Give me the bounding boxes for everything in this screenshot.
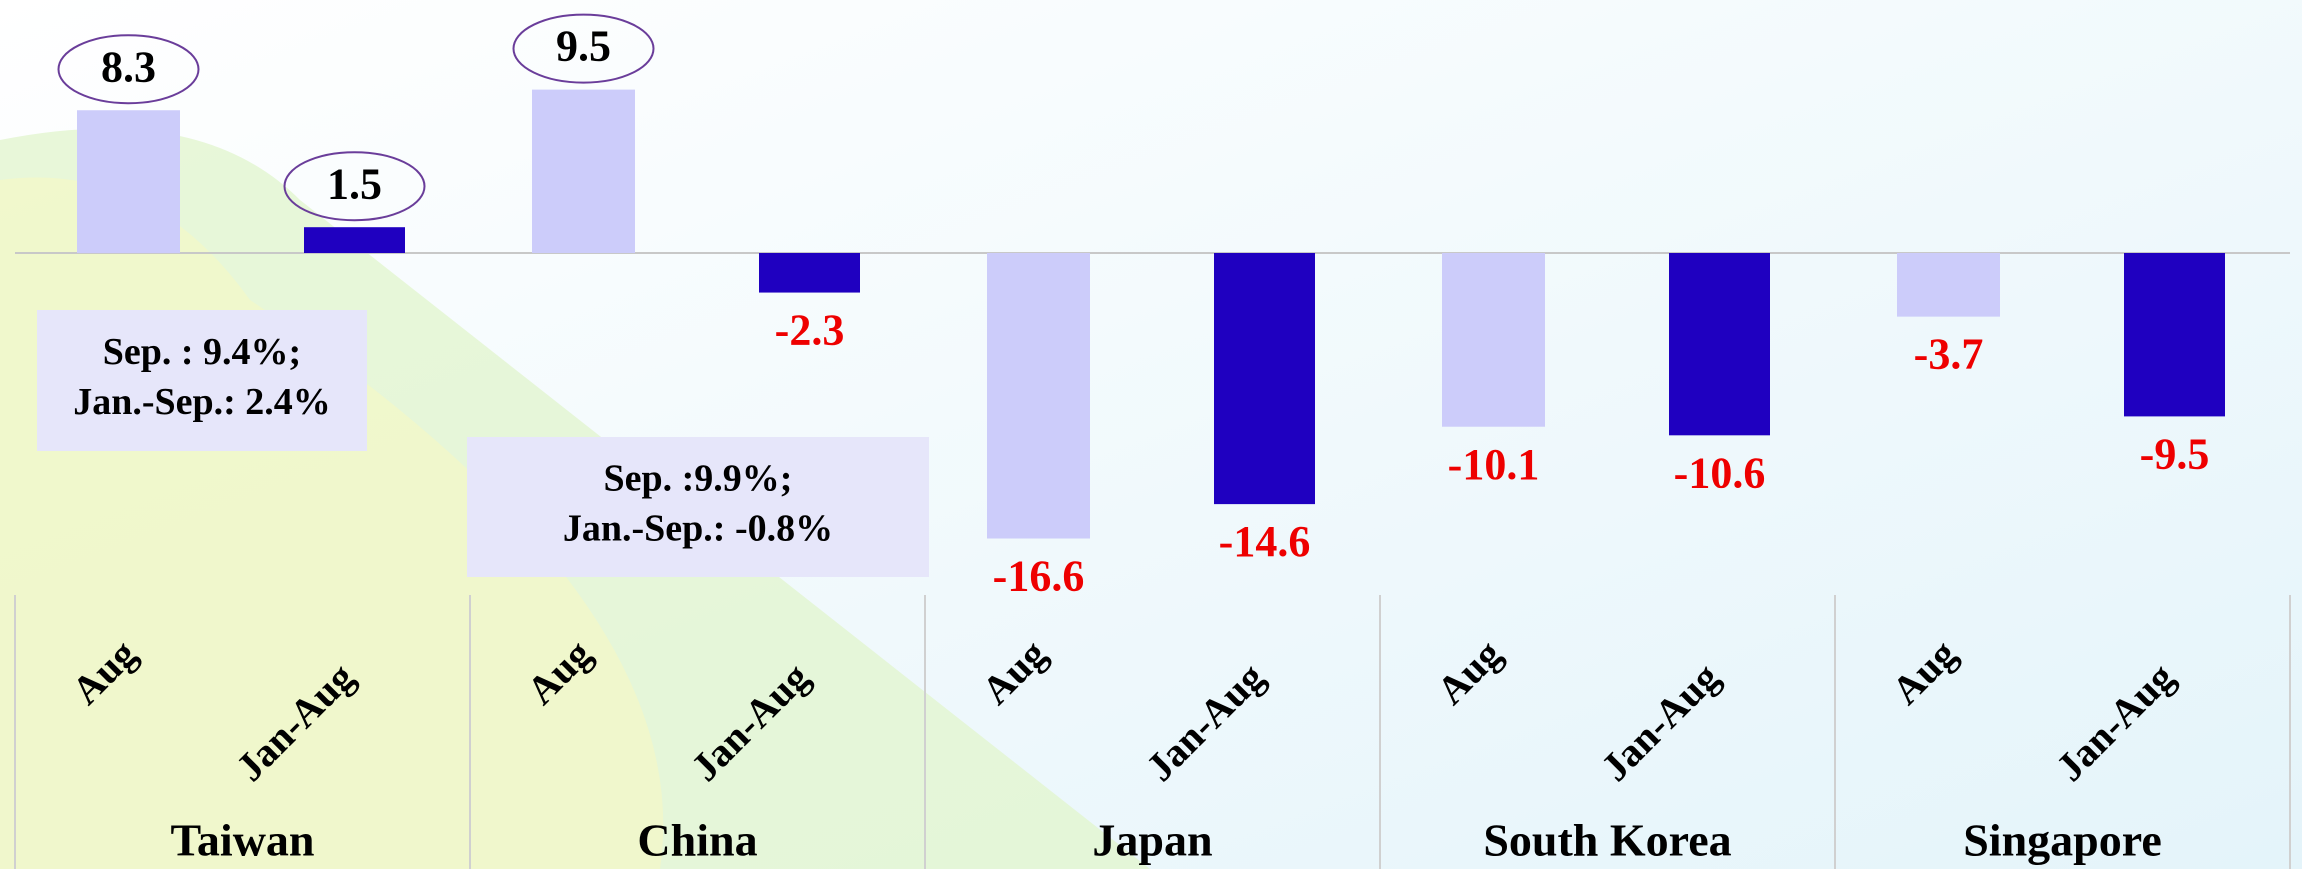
bar xyxy=(1214,253,1315,505)
category-label: South Korea xyxy=(1483,815,1731,866)
annotation-box xyxy=(467,437,929,577)
category-label: Taiwan xyxy=(170,815,314,866)
value-label: -3.7 xyxy=(1914,330,1984,379)
value-label: -10.1 xyxy=(1448,440,1540,489)
annotation-text: Jan.-Sep.: -0.8% xyxy=(563,508,833,550)
annotation-text: Sep. : 9.4%; xyxy=(103,331,301,373)
category-label: Japan xyxy=(1092,815,1212,866)
category-label: Singapore xyxy=(1963,815,2162,866)
value-label: -16.6 xyxy=(993,552,1085,601)
value-label: 1.5 xyxy=(327,159,382,208)
annotation-box xyxy=(37,310,367,451)
value-label: -14.6 xyxy=(1219,517,1311,566)
bar xyxy=(304,227,405,253)
value-label: 8.3 xyxy=(101,42,156,91)
category-label: China xyxy=(637,815,757,866)
bar xyxy=(2124,253,2225,417)
value-label: -10.6 xyxy=(1674,448,1766,497)
annotation-text: Sep. :9.9%; xyxy=(604,458,793,500)
value-label: -9.5 xyxy=(2140,429,2210,478)
value-label-outline xyxy=(57,34,200,105)
bar xyxy=(759,253,860,293)
bar xyxy=(532,89,635,253)
annotation-text: Jan.-Sep.: 2.4% xyxy=(73,381,331,423)
bar xyxy=(987,253,1090,539)
value-label-outline xyxy=(512,13,655,84)
value-label-outline xyxy=(283,151,426,222)
bar xyxy=(1897,253,2000,317)
bar xyxy=(1669,253,1770,436)
bar xyxy=(1442,253,1545,427)
value-label: 9.5 xyxy=(556,22,611,71)
value-label: -2.3 xyxy=(775,306,845,355)
bar xyxy=(77,110,180,254)
